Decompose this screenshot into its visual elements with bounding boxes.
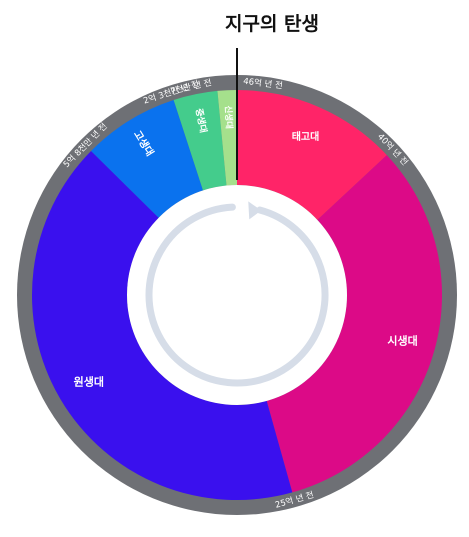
era-label-1: 태고대 [292, 130, 320, 143]
era-wedge-1 [237, 90, 387, 220]
era-label-3: 원생대 [74, 374, 104, 388]
era-wedge-4 [91, 100, 204, 218]
tick-label-1: 46억 년 전 [243, 76, 284, 92]
era-label-2: 시생대 [387, 333, 417, 347]
era-wedge-3 [31, 151, 293, 501]
era-wedge-2 [266, 155, 443, 493]
era-wedge-6 [217, 90, 237, 186]
cycle-arrow-head [248, 201, 262, 220]
diagram-title: 지구의 탄생 [225, 13, 319, 35]
era-wedge-5 [173, 90, 227, 191]
cycle-arrow-icon [145, 201, 329, 387]
era-wedges [31, 90, 443, 501]
center-hole [127, 185, 347, 405]
cycle-arc [145, 203, 329, 387]
era-label-6: 신생대 [222, 105, 234, 129]
